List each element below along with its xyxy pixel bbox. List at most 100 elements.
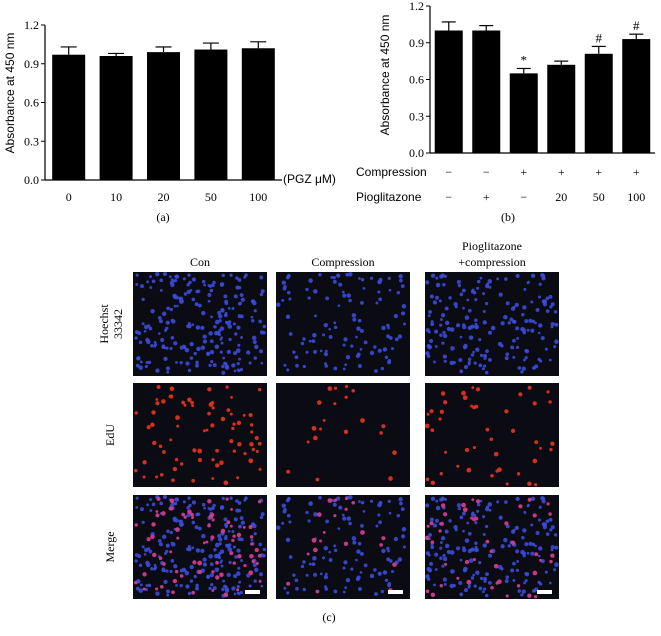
panel-b-axes: 0.0 0.3 0.6 0.9 1.2 xyxy=(409,0,655,160)
edu-nucleus xyxy=(250,542,254,546)
hoechst-nucleus xyxy=(360,301,364,305)
hoechst-nucleus xyxy=(172,279,176,283)
hoechst-nucleus xyxy=(235,285,240,290)
hoechst-nucleus xyxy=(537,554,541,558)
hoechst-nucleus xyxy=(145,562,151,568)
hoechst-nucleus xyxy=(239,314,244,319)
hoechst-nucleus xyxy=(515,568,520,572)
edu-nucleus xyxy=(197,560,203,566)
hoechst-nucleus xyxy=(482,543,487,548)
hoechst-nucleus xyxy=(311,562,316,567)
hoechst-nucleus xyxy=(312,556,317,561)
hoechst-nucleus xyxy=(254,344,259,350)
edu-nucleus xyxy=(211,458,215,462)
hoechst-nucleus xyxy=(387,549,390,553)
hoechst-nucleus xyxy=(208,554,213,559)
panel-a-x-tick-label: 100 xyxy=(249,190,267,204)
hoechst-nucleus xyxy=(333,321,337,325)
hoechst-nucleus xyxy=(237,369,241,373)
hoechst-nucleus xyxy=(243,498,247,502)
hoechst-nucleus xyxy=(135,363,140,368)
hoechst-nucleus xyxy=(530,328,535,333)
hoechst-nucleus xyxy=(182,500,186,504)
hoechst-nucleus xyxy=(475,347,480,352)
hoechst-nucleus xyxy=(179,360,183,365)
hoechst-nucleus xyxy=(496,500,500,504)
hoechst-nucleus xyxy=(333,366,338,371)
panel-b-y-tick-label: 0.9 xyxy=(409,36,424,50)
hoechst-nucleus xyxy=(161,311,167,316)
hoechst-nucleus xyxy=(322,333,326,337)
edu-nucleus xyxy=(443,400,448,405)
hoechst-nucleus xyxy=(402,322,406,326)
edu-nucleus xyxy=(439,472,443,476)
hoechst-nucleus xyxy=(387,582,392,586)
micrograph-panel xyxy=(276,383,410,487)
hoechst-nucleus xyxy=(240,559,244,562)
hoechst-nucleus xyxy=(483,364,487,368)
hoechst-nucleus xyxy=(191,520,196,525)
hoechst-nucleus xyxy=(313,572,318,577)
hoechst-nucleus xyxy=(397,557,403,562)
hoechst-nucleus xyxy=(459,335,463,339)
hoechst-nucleus xyxy=(459,515,464,520)
hoechst-nucleus xyxy=(355,353,360,359)
edu-nucleus xyxy=(493,563,499,569)
hoechst-nucleus xyxy=(534,321,537,325)
hoechst-nucleus xyxy=(474,324,479,330)
hoechst-nucleus xyxy=(433,583,436,587)
edu-nucleus xyxy=(179,462,184,466)
hoechst-nucleus xyxy=(219,549,225,554)
edu-nucleus xyxy=(430,592,436,598)
hoechst-nucleus xyxy=(214,344,220,350)
hoechst-nucleus xyxy=(517,366,522,370)
hoechst-nucleus xyxy=(147,547,151,551)
hoechst-nucleus xyxy=(187,496,191,500)
hoechst-nucleus xyxy=(162,494,168,500)
hoechst-nucleus xyxy=(527,503,530,507)
hoechst-nucleus xyxy=(212,363,217,368)
hoechst-nucleus xyxy=(387,359,392,363)
hoechst-nucleus xyxy=(239,537,244,542)
hoechst-nucleus xyxy=(194,302,199,307)
hoechst-nucleus xyxy=(332,502,337,507)
edu-nucleus xyxy=(527,497,532,502)
hoechst-nucleus xyxy=(544,570,548,574)
hoechst-nucleus xyxy=(318,496,322,500)
hoechst-nucleus xyxy=(162,271,168,277)
hoechst-nucleus xyxy=(172,502,176,506)
hoechst-nucleus xyxy=(359,348,363,351)
hoechst-nucleus xyxy=(463,566,468,572)
hoechst-nucleus xyxy=(308,501,313,506)
hoechst-nucleus xyxy=(535,307,540,312)
hoechst-nucleus xyxy=(369,573,375,579)
hoechst-nucleus xyxy=(512,319,517,324)
hoechst-nucleus xyxy=(217,533,222,538)
panel-a-y-axis-label: Absorbance at 450 nm xyxy=(3,33,17,154)
hoechst-nucleus xyxy=(187,321,191,326)
hoechst-nucleus xyxy=(357,541,362,546)
hoechst-nucleus xyxy=(229,496,233,500)
edu-nucleus xyxy=(510,428,516,433)
hoechst-nucleus xyxy=(308,278,313,283)
hoechst-nucleus xyxy=(195,548,201,553)
scale-bar xyxy=(245,590,260,594)
hoechst-nucleus xyxy=(171,319,176,324)
panel-b-bar xyxy=(622,39,651,154)
panel-b-pioglitazone-value: 20 xyxy=(555,190,567,204)
edu-nucleus xyxy=(379,431,383,435)
hoechst-nucleus xyxy=(428,309,433,314)
hoechst-nucleus xyxy=(233,574,238,579)
hoechst-nucleus xyxy=(490,325,496,331)
edu-nucleus xyxy=(232,422,236,426)
hoechst-nucleus xyxy=(185,584,190,589)
hoechst-nucleus xyxy=(522,305,527,310)
edu-nucleus xyxy=(322,530,326,534)
hoechst-nucleus xyxy=(226,572,231,577)
panel-c-row-label: Hoechst 33342 xyxy=(97,304,125,344)
hoechst-nucleus xyxy=(237,592,241,596)
panel-b-bar xyxy=(509,73,538,153)
edu-nucleus xyxy=(181,400,186,405)
hoechst-nucleus xyxy=(169,530,173,535)
edu-nucleus xyxy=(211,406,215,410)
